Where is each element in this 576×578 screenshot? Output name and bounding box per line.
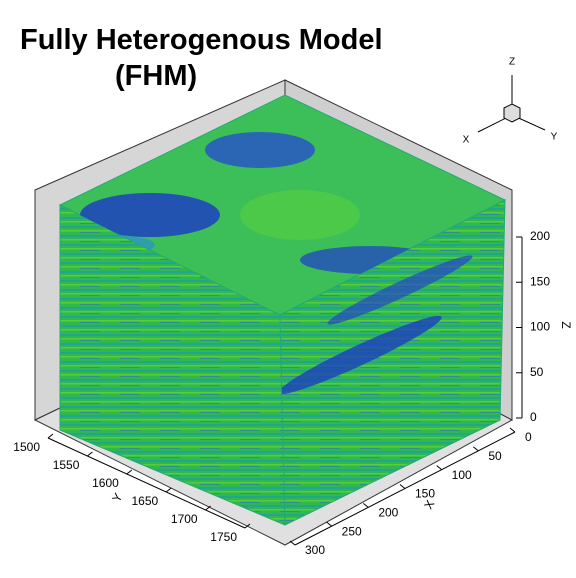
z-tick-label: 200 (530, 229, 550, 243)
x-tick-label: 0 (525, 430, 532, 444)
x-tick-label: 100 (452, 468, 472, 482)
y-tick-label: 1700 (171, 512, 198, 526)
z-tick-label: 100 (530, 320, 550, 334)
y-axis-title: Y (109, 491, 125, 505)
y-tick (47, 433, 54, 439)
triad-x: X (463, 135, 470, 146)
x-tick (509, 427, 516, 433)
y-tick (87, 451, 93, 457)
y-tick-label: 1750 (210, 530, 237, 544)
z-tick-label: 50 (530, 365, 544, 379)
right-blobs (280, 255, 473, 395)
x-tick-label: 250 (342, 524, 362, 538)
orientation-triad (477, 75, 546, 133)
x-tick (436, 465, 442, 471)
x-tick-label: 200 (378, 506, 398, 520)
z-tick-label: 0 (530, 410, 537, 424)
x-tick (363, 502, 369, 508)
y-tick (244, 523, 251, 529)
y-tick-label: 1550 (53, 458, 80, 472)
x-tick-label: 50 (488, 449, 502, 463)
x-tick-label: 150 (415, 487, 435, 501)
y-tick (126, 469, 133, 475)
y-tick-label: 1650 (131, 494, 158, 508)
y-tick-label: 1500 (13, 440, 40, 454)
y-axis-line (47, 437, 246, 529)
x-tick (326, 521, 332, 527)
y-tick (165, 487, 172, 493)
y-tick-label: 1600 (92, 476, 119, 490)
x-tick-label: 300 (305, 543, 325, 557)
y-tick (205, 505, 211, 511)
triad-z: Z (509, 57, 515, 68)
x-tick (473, 446, 479, 452)
title-line-2: (FHM) (115, 60, 197, 92)
x-tick (289, 540, 296, 546)
x-tick (399, 484, 406, 489)
title-line-1: Fully Heterogenous Model (20, 24, 383, 56)
z-tick-label: 150 (530, 274, 550, 288)
axes: 050100150200Z050100150200250300X15001550… (13, 229, 573, 557)
triad-y: Y (551, 132, 558, 143)
z-axis-title: Z (559, 321, 573, 328)
